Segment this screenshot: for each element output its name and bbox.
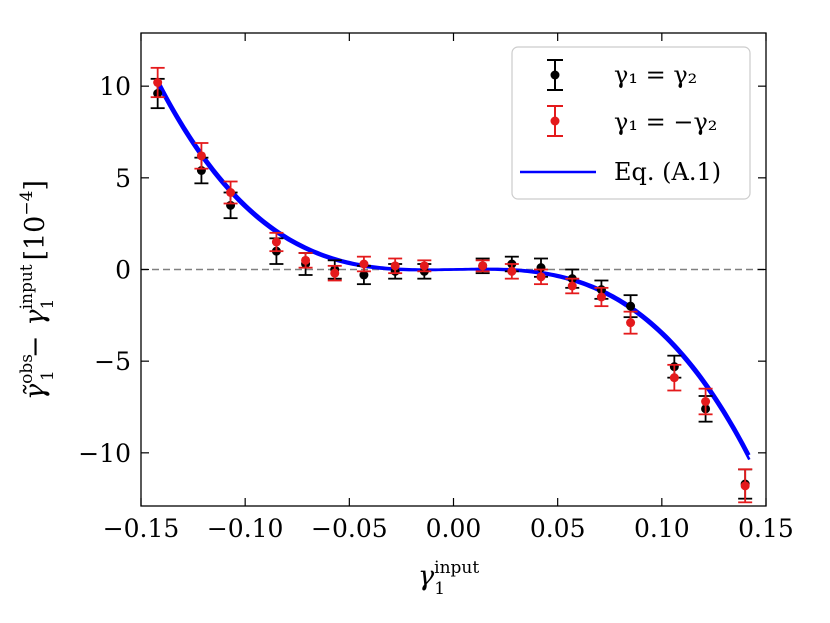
svg-text:γ̃obs1−γinput1[10−4]: γ̃obs1−γinput1[10−4] — [17, 180, 58, 400]
legend-label-series-3: Eq. (A.1) — [614, 158, 721, 186]
data-point — [153, 78, 163, 87]
data-point — [226, 188, 236, 197]
data-point — [669, 373, 679, 383]
legend-marker-black — [550, 70, 560, 80]
model-curve-2 — [156, 78, 751, 461]
x-tick-label: 0.15 — [738, 514, 794, 543]
x-tick-label: 0.05 — [530, 514, 586, 543]
data-point — [478, 261, 488, 271]
data-point — [626, 318, 636, 328]
y-tick-label: 5 — [115, 164, 131, 193]
y-axis-label: γ̃obs1−γinput1[10−4] — [17, 180, 58, 400]
x-tick-label: 0.10 — [634, 514, 690, 543]
data-point — [330, 268, 340, 278]
x-tick-label: −0.15 — [103, 514, 180, 543]
data-point — [359, 259, 369, 269]
x-tick-label: −0.10 — [207, 514, 284, 543]
x-tick-label: 0.00 — [426, 514, 482, 543]
y-tick-label: −5 — [94, 347, 131, 376]
x-tick-label: −0.05 — [311, 514, 388, 543]
data-point — [507, 266, 517, 276]
data-point — [196, 151, 206, 161]
data-point — [301, 255, 311, 265]
data-point — [536, 272, 546, 282]
y-tick-label: −10 — [78, 439, 131, 468]
data-point — [271, 237, 281, 247]
axes: −0.15 −0.10 −0.05 0.00 0.05 0.10 0.15 −10 −5 0 5 10 — [78, 33, 794, 543]
data-point — [701, 397, 711, 406]
legend-label-series-2: γ₁ = −γ₂ — [614, 108, 717, 136]
data-point — [626, 301, 636, 311]
data-point — [419, 261, 429, 271]
legend-marker-red — [550, 116, 560, 126]
series-2 — [150, 66, 753, 504]
x-axis-label: γinput 1 — [418, 558, 479, 599]
y-tick-label: 10 — [99, 72, 131, 101]
legend: γ₁ = γ₂ γ₁ = −γ₂ Eq. (A.1) — [511, 46, 751, 200]
data-point — [390, 261, 400, 271]
legend-entry-series-1: γ₁ = γ₂ — [547, 59, 697, 91]
plot-area — [141, 66, 766, 504]
legend-entry-series-2: γ₁ = −γ₂ — [547, 105, 717, 137]
data-point — [359, 270, 369, 280]
legend-label-series-1: γ₁ = γ₂ — [614, 61, 697, 89]
data-point — [740, 481, 750, 491]
data-point — [567, 281, 577, 291]
y-tick-label: 0 — [115, 256, 131, 285]
legend-entry-series-3: Eq. (A.1) — [520, 158, 721, 186]
legend-box — [511, 46, 751, 200]
data-point — [596, 292, 606, 302]
